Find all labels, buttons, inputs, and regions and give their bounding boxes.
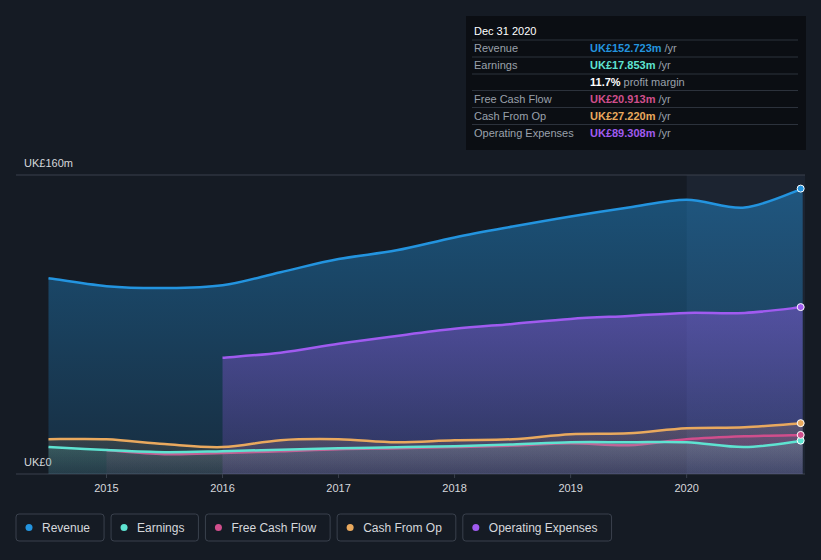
series-line [48, 189, 802, 288]
tooltip-separator [472, 57, 798, 58]
tooltip-value: UK£20.913m/yr [590, 93, 671, 105]
x-tick [454, 474, 455, 478]
legend-swatch [215, 524, 222, 531]
legend-item: Revenue [16, 514, 104, 541]
tooltip-value: UK£17.853m/yr [590, 59, 671, 71]
end-point [797, 304, 804, 311]
tooltip-label: Free Cash Flow [474, 93, 552, 105]
x-tick [106, 474, 107, 478]
end-point [797, 431, 804, 438]
y-tick-label: UK£160m [24, 157, 73, 169]
chart: UK£0 UK£160m 2015 2016 2017 2018 2019 2020 Dec 3… [0, 0, 821, 560]
tooltip-value-text: UK£27.220m [590, 110, 656, 122]
legend-box [16, 514, 104, 541]
series-line [223, 307, 803, 358]
tooltip-value: UK£27.220m/yr [590, 110, 671, 122]
plot-area [48, 189, 802, 474]
legend-swatch [26, 524, 33, 531]
legend-label: Cash From Op [363, 521, 442, 535]
tooltip-value-text: 11.7% [590, 76, 621, 88]
x-tick [570, 474, 571, 478]
legend-item: Free Cash Flow [205, 514, 330, 541]
legend-swatch [347, 524, 354, 531]
legend-label: Operating Expenses [489, 521, 598, 535]
x-tick-label: 2016 [210, 482, 234, 494]
legend-item: Cash From Op [337, 514, 456, 541]
tooltip-value: 11.7%profit margin [590, 76, 685, 88]
x-tick-label: 2017 [326, 482, 350, 494]
series-area [48, 423, 802, 474]
tooltip-suffix: profit margin [624, 76, 685, 88]
tooltip-label: Revenue [474, 42, 518, 54]
series-area [48, 441, 802, 474]
tooltip-separator [472, 90, 798, 91]
tooltip-value-text: UK£17.853m [590, 59, 656, 71]
x-tick [222, 474, 223, 478]
x-tick-label: 2015 [94, 482, 118, 494]
tooltip-value-text: UK£89.308m [590, 127, 656, 139]
tooltip-separator [472, 124, 798, 125]
legend-swatch [472, 524, 479, 531]
x-tick-label: 2018 [442, 482, 466, 494]
tooltip-separator [472, 40, 798, 41]
tooltip-suffix: /yr [658, 59, 671, 71]
legend-label: Free Cash Flow [231, 521, 316, 535]
tooltip-title: Dec 31 2020 [474, 25, 536, 37]
end-point [797, 420, 804, 427]
tooltip-label: Cash From Op [474, 110, 546, 122]
end-point [797, 185, 804, 192]
x-tick-label: 2020 [674, 482, 698, 494]
legend-box [111, 514, 198, 541]
legend-label: Earnings [137, 521, 184, 535]
legend-box [337, 514, 456, 541]
tooltip-suffix: /yr [665, 42, 678, 54]
legend-box [205, 514, 330, 541]
x-tick-label: 2019 [558, 482, 582, 494]
tooltip-suffix: /yr [658, 110, 671, 122]
tooltip-value: UK£89.308m/yr [590, 127, 671, 139]
background [0, 0, 821, 560]
y-tick-label: UK£0 [24, 456, 52, 468]
legend-item: Earnings [111, 514, 198, 541]
tooltip-label: Operating Expenses [474, 127, 574, 139]
tooltip-separator [472, 107, 798, 108]
legend-swatch [121, 524, 128, 531]
tooltip-suffix: /yr [658, 93, 671, 105]
tooltip-suffix: /yr [658, 127, 671, 139]
tooltip: Dec 31 2020 Revenue UK£152.723m/yr Earnings… [466, 16, 806, 150]
x-tick [338, 474, 339, 478]
tooltip-separator [472, 74, 798, 75]
series-area [48, 189, 802, 474]
tooltip-label: Earnings [474, 59, 518, 71]
tooltip-value-text: UK£20.913m [590, 93, 656, 105]
x-tick [686, 474, 687, 478]
grid-line [16, 175, 805, 176]
tooltip-box [466, 16, 806, 150]
legend-item: Operating Expenses [463, 514, 612, 541]
legend-label: Revenue [42, 521, 90, 535]
tooltip-value-text: UK£152.723m [590, 42, 662, 54]
series-line [48, 441, 802, 453]
legend-box [463, 514, 612, 541]
tooltip-value: UK£152.723m/yr [590, 42, 677, 54]
